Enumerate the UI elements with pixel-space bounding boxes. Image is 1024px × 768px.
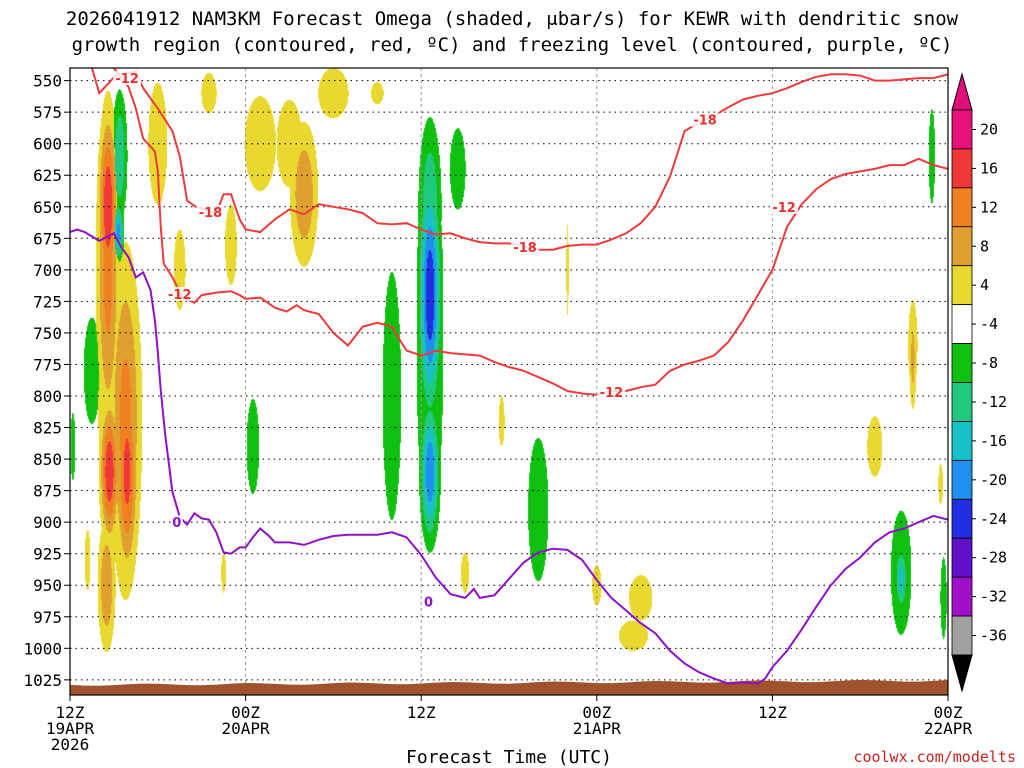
colorbar-label: -36	[980, 627, 1007, 645]
colorbar-segment	[951, 109, 973, 150]
y-tick-label: 550	[33, 72, 62, 91]
colorbar-label: 16	[980, 159, 998, 177]
x-axis-label: Forecast Time (UTC)	[406, 747, 612, 768]
contour-label: 0	[172, 516, 181, 531]
y-tick-label: 975	[33, 608, 62, 627]
colorbar-label: -20	[980, 471, 1007, 489]
colorbar-label: -4	[980, 315, 998, 333]
y-tick-label: 725	[33, 292, 62, 311]
colorbar-label: -32	[980, 588, 1007, 606]
y-tick-label: 1000	[23, 639, 62, 658]
x-tick-label: 21APR	[573, 719, 622, 738]
colorbar-segment	[951, 226, 973, 267]
contour-label-bg	[422, 594, 435, 609]
y-tick-label: 925	[33, 545, 62, 564]
colorbar: 20 16 12 8 4 -4 -8 -12 -16 -20 -24 -28 -32 -36	[951, 72, 1007, 693]
x-tick-label: 12Z	[56, 703, 85, 722]
contour-label-bg	[113, 71, 142, 86]
colorbar-segment	[951, 382, 973, 422]
contour-labels: -12 -18 -12 -18 -12 -18 -12 0 0	[113, 71, 799, 611]
colorbar-segment	[951, 421, 973, 461]
contour-label: -12	[772, 201, 796, 216]
y-tick-label: 800	[33, 387, 62, 406]
colorbar-segment	[951, 615, 973, 656]
contour-label-bg	[770, 199, 799, 214]
colorbar-label: -8	[980, 354, 998, 372]
colorbar-label: 4	[980, 276, 989, 294]
y-tick-label: 625	[33, 166, 62, 185]
y-axis: 550 575 600 625 650 675 700 725 750 775 800 825 850 8…	[23, 72, 70, 690]
contour-label-bg	[597, 385, 626, 400]
dendritic-lower-contour	[113, 68, 948, 396]
contour-label-bg	[165, 286, 194, 301]
y-tick-label: 700	[33, 261, 62, 280]
contour-label: -18	[199, 206, 223, 221]
y-tick-label: 1025	[23, 671, 62, 690]
y-tick-label: 675	[33, 229, 62, 248]
colorbar-segment	[951, 537, 973, 578]
colorbar-bottom-arrow	[951, 654, 973, 693]
contour-label: -12	[600, 386, 624, 401]
colorbar-segment	[951, 576, 973, 617]
colorbar-label: -24	[980, 510, 1007, 528]
contour-label-bg	[511, 240, 540, 255]
x-tick-label: 00Z	[934, 703, 963, 722]
contour-label: -18	[513, 241, 537, 256]
x-tick-label: 00Z	[231, 703, 260, 722]
contour-label: 0	[424, 596, 433, 611]
x-tick-label: 20APR	[222, 719, 271, 738]
chart-title-line1: 2026041912 NAM3KM Forecast Omega (shaded…	[66, 8, 959, 30]
freezing-level-contour	[70, 228, 948, 685]
colorbar-segment	[951, 187, 973, 228]
x-tick-label: 2026	[51, 735, 90, 754]
colorbar-label: 12	[980, 198, 998, 216]
colorbar-segment	[951, 304, 973, 344]
colorbar-segment	[951, 265, 973, 306]
y-tick-label: 950	[33, 576, 62, 595]
x-tick-label: 12Z	[407, 703, 436, 722]
colorbar-top-arrow	[951, 72, 973, 111]
contour-label: -12	[168, 288, 192, 303]
omega-raster	[70, 68, 948, 695]
y-tick-label: 750	[33, 324, 62, 343]
colorbar-label: -28	[980, 549, 1007, 567]
x-tick-label: 12Z	[758, 703, 787, 722]
omega-shaded-field	[70, 68, 948, 695]
y-tick-label: 850	[33, 450, 62, 469]
y-tick-label: 575	[33, 103, 62, 122]
contour-label-bg	[196, 204, 225, 219]
colorbar-label: 20	[980, 120, 998, 138]
y-tick-label: 775	[33, 355, 62, 374]
colorbar-segment	[951, 498, 973, 539]
colorbar-label: -12	[980, 393, 1007, 411]
colorbar-segment	[951, 343, 973, 383]
x-tick-label: 19APR	[46, 719, 95, 738]
contour-label: -18	[693, 114, 717, 129]
y-tick-label: 825	[33, 419, 62, 438]
grid	[70, 68, 948, 695]
x-tick-label: 22APR	[924, 719, 973, 738]
contour-label: -12	[115, 72, 139, 87]
plot-border	[69, 67, 949, 696]
x-tick-label: 00Z	[582, 703, 611, 722]
y-tick-label: 600	[33, 135, 62, 154]
colorbar-segment	[951, 148, 973, 189]
colorbar-segment	[951, 459, 973, 500]
y-tick-label: 900	[33, 513, 62, 532]
colorbar-label: -16	[980, 432, 1007, 450]
colorbar-label: 8	[980, 237, 989, 255]
credit-text: coolwx.com/modelts	[853, 748, 1016, 766]
y-tick-label: 875	[33, 482, 62, 501]
chart-title-line2: growth region (contoured, red, ºC) and f…	[72, 34, 953, 56]
contour-label-bg	[691, 112, 720, 127]
y-tick-label: 650	[33, 198, 62, 217]
contour-label-bg	[170, 515, 183, 530]
